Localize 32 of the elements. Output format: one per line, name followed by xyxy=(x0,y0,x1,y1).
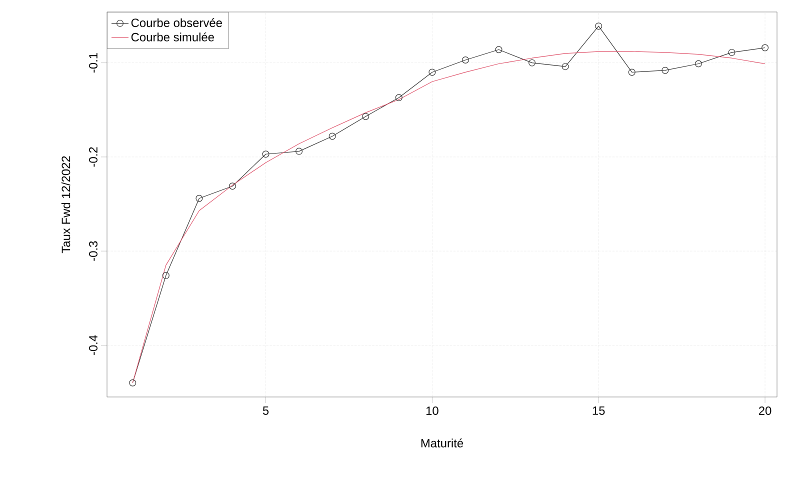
point xyxy=(228,182,236,190)
y-tick-label: -0.2 xyxy=(89,147,98,167)
point xyxy=(362,112,370,120)
point xyxy=(129,379,136,386)
point xyxy=(562,63,569,70)
y-tick-label: -0.1 xyxy=(89,53,98,73)
point xyxy=(762,44,769,52)
point xyxy=(196,194,203,202)
y-axis-title: Taux Fwd 12/2022 xyxy=(61,156,70,254)
x-tick-label: 20 xyxy=(758,406,772,415)
point xyxy=(595,22,602,30)
x-tick-label: 5 xyxy=(262,406,269,415)
point xyxy=(628,68,636,76)
point xyxy=(495,46,502,54)
y-tick-label: -0.3 xyxy=(89,241,98,261)
point xyxy=(428,68,436,76)
point xyxy=(328,132,336,140)
x-tick-label: 10 xyxy=(426,406,438,415)
point xyxy=(662,66,669,74)
x-tick-label: 15 xyxy=(592,406,605,415)
point xyxy=(395,94,402,102)
y-tick-label: -0.4 xyxy=(89,335,98,355)
legend-label: Courbe simulée xyxy=(131,32,214,42)
legend-label: Courbe observée xyxy=(131,18,222,28)
point xyxy=(528,59,536,66)
point xyxy=(694,60,702,68)
point xyxy=(262,150,270,158)
point xyxy=(162,272,170,280)
point xyxy=(296,148,303,155)
point xyxy=(462,56,469,64)
point xyxy=(728,48,736,56)
x-axis-title: Maturité xyxy=(421,438,464,448)
